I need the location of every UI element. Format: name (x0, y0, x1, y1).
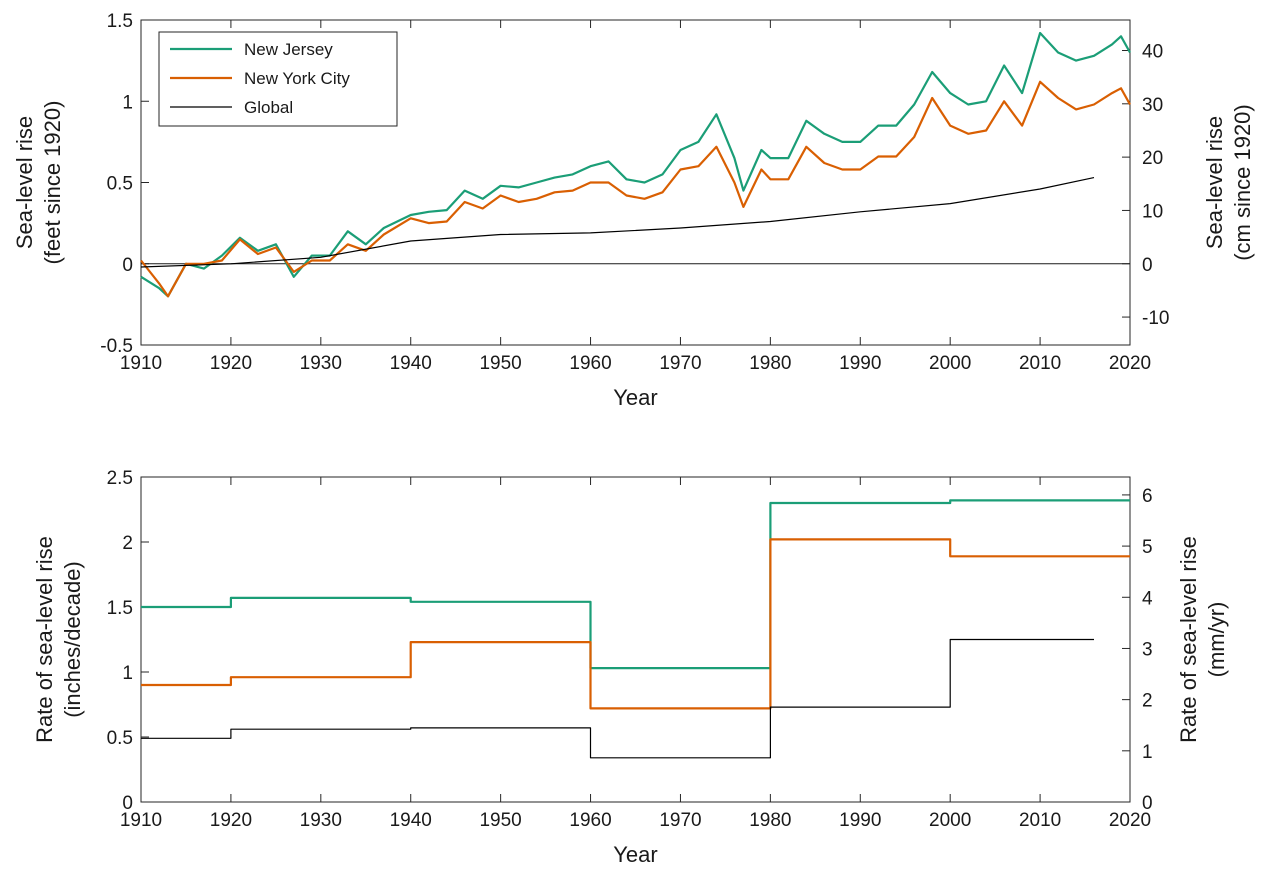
rate-y-tick-label: 2 (122, 533, 133, 554)
rate-axes-frame (140, 476, 1131, 803)
level-y-right-tick-label: 20 (1142, 148, 1163, 169)
rate-x-tick-label: 1920 (210, 810, 252, 831)
level-x-tick-label: 1960 (569, 353, 611, 374)
rate-x-tick-label: 1930 (300, 810, 342, 831)
level-series-new-york-city (140, 80, 1131, 298)
legend-box (158, 31, 398, 127)
level-x-tick-label: 1930 (300, 353, 342, 374)
rate-x-tick-label: 1910 (120, 810, 162, 831)
rate-x-tick-label: 2010 (1019, 810, 1061, 831)
rate-x-tick-label: 2020 (1109, 810, 1151, 831)
rate-y-right-axis-title: Rate of sea-level rise (1176, 536, 1201, 743)
rate-y-right-tick-label: 4 (1142, 588, 1153, 609)
rate-y-tick-label: 0 (122, 793, 133, 814)
rate-x-tick-label: 1980 (749, 810, 791, 831)
level-x-tick-label: 1940 (390, 353, 432, 374)
rate-y-right-tick-label: 5 (1142, 537, 1153, 558)
rate-y-tick-label: 0.5 (107, 728, 133, 749)
level-x-tick-label: 1990 (839, 353, 881, 374)
level-y-tick-label: -0.5 (100, 336, 133, 357)
level-x-tick-label: 1970 (659, 353, 701, 374)
rate-y-right-tick-label: 1 (1142, 742, 1153, 763)
level-y-axis-title: Sea-level rise (12, 116, 37, 249)
rate-y-tick-label: 1 (122, 663, 133, 684)
rate-series-new-york-city (141, 538, 1130, 710)
level-x-tick-label: 2010 (1019, 353, 1061, 374)
level-y-tick-label: 0 (122, 255, 133, 276)
level-x-tick-label: 1980 (749, 353, 791, 374)
level-y-right-axis-title: Sea-level rise (1202, 116, 1227, 249)
rate-y-axis-subtitle: (inches/decade) (60, 561, 85, 718)
level-y-right-tick-label: 10 (1142, 201, 1163, 222)
level-x-tick-label: 1950 (479, 353, 521, 374)
legend-label-new-york-city: New York City (244, 69, 350, 88)
level-x-axis-title: Year (613, 385, 657, 410)
rate-y-axis-title: Rate of sea-level rise (32, 536, 57, 743)
level-y-right-tick-label: 40 (1142, 41, 1163, 62)
level-y-tick-label: 1.5 (107, 11, 133, 32)
level-x-tick-label: 2000 (929, 353, 971, 374)
level-y-right-tick-label: -10 (1142, 308, 1169, 329)
rate-x-axis-title: Year (613, 842, 657, 867)
legend-label-new-jersey: New Jersey (244, 40, 333, 59)
rate-x-tick-label: 1950 (479, 810, 521, 831)
level-x-tick-label: 2020 (1109, 353, 1151, 374)
rate-y-tick-label: 2.5 (107, 468, 133, 489)
rate-x-tick-label: 1940 (390, 810, 432, 831)
level-y-tick-label: 1 (122, 92, 133, 113)
rate-y-right-tick-label: 2 (1142, 691, 1153, 712)
level-y-axis-subtitle: (feet since 1920) (40, 101, 65, 265)
legend: New Jersey New York City Global (158, 31, 398, 127)
level-y-tick-label: 0.5 (107, 174, 133, 195)
rate-y-right-axis-subtitle: (mm/yr) (1204, 602, 1229, 678)
level-x-tick-label: 1920 (210, 353, 252, 374)
rate-y-right-tick-label: 6 (1142, 486, 1153, 507)
level-y-right-tick-label: 0 (1142, 255, 1153, 276)
rate-x-tick-label: 2000 (929, 810, 971, 831)
level-y-right-tick-label: 30 (1142, 95, 1163, 116)
rate-series-global (141, 638, 1094, 759)
legend-label-global: Global (244, 98, 293, 117)
rate-y-tick-label: 1.5 (107, 598, 133, 619)
rate-x-tick-label: 1990 (839, 810, 881, 831)
level-series-global (140, 177, 1095, 268)
rate-x-tick-label: 1970 (659, 810, 701, 831)
level-y-right-axis-subtitle: (cm since 1920) (1230, 104, 1255, 261)
rate-x-tick-label: 1960 (569, 810, 611, 831)
rate-y-right-tick-label: 0 (1142, 793, 1153, 814)
rate-y-right-tick-label: 3 (1142, 639, 1153, 660)
rate-series-new-jersey (141, 499, 1130, 670)
level-x-tick-label: 1910 (120, 353, 162, 374)
